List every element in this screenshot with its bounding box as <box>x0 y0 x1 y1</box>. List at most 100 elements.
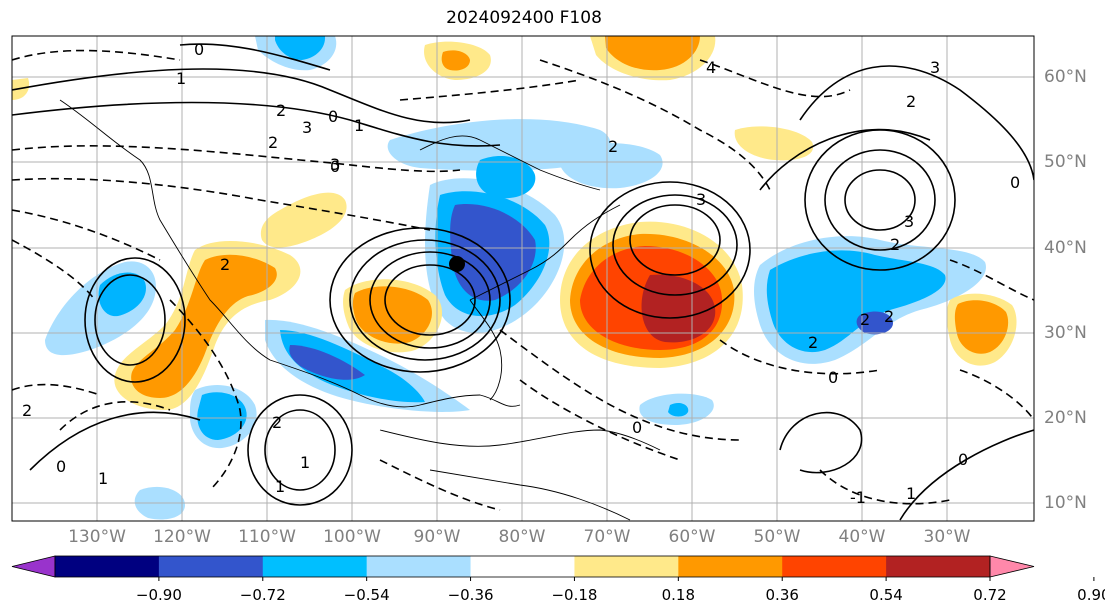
contour-label: 2 <box>884 307 894 326</box>
contour-label: 1 <box>98 469 108 488</box>
colorbar-tick-label: 0.72 <box>973 586 1007 604</box>
contour-label: 1 <box>354 116 364 135</box>
latitude-label: 60°N <box>1044 67 1087 87</box>
colorbar-tick-label: −0.54 <box>343 586 390 604</box>
contour-label: 0 <box>330 157 340 176</box>
longitude-label: 90°W <box>413 527 461 547</box>
positive-anomaly-greenland-core <box>605 36 700 71</box>
colorbar-frame <box>54 555 991 578</box>
zonal-contours <box>12 43 1034 521</box>
contour-label: 0 <box>958 450 968 469</box>
longitude-label: 50°W <box>753 527 801 547</box>
colorbar-tick-label: 0.54 <box>869 586 903 604</box>
positive-anomaly-baffin-core <box>441 50 470 71</box>
contour-label: 0 <box>828 368 838 387</box>
coastlines <box>59 99 661 521</box>
longitude-label: 70°W <box>583 527 631 547</box>
positive-anomaly-central-us <box>260 192 347 248</box>
latitude-label: 10°N <box>1044 493 1087 513</box>
atlantic-high-contours <box>589 181 751 319</box>
contour-label: 2 <box>22 401 32 420</box>
contour-label: 4 <box>706 58 716 77</box>
contour-label: 2 <box>808 333 818 352</box>
colorbar <box>11 555 1095 581</box>
contour-label: 2 <box>220 255 230 274</box>
pacific-contours <box>84 257 353 506</box>
contour-label: 2 <box>272 413 282 432</box>
contour-label: 1 <box>275 477 285 496</box>
contour-label: 3 <box>330 155 340 174</box>
latitude-label: 40°N <box>1044 238 1087 258</box>
contour-label: 3 <box>302 118 312 137</box>
colorbar-segment <box>55 556 160 577</box>
negative-anomaly-mid-atlantic-max <box>856 311 893 335</box>
negative-anomaly-gulf-max <box>289 345 365 380</box>
contour-label: 0 <box>328 107 338 126</box>
contour-label: 2 <box>890 235 900 254</box>
colorbar-tick-label: 0.36 <box>765 586 799 604</box>
colorbar-segment <box>886 556 991 577</box>
colorbar-extend-high <box>989 555 1035 578</box>
colorbar-tick-label: 0.90 <box>1077 586 1105 604</box>
contour-label: 3 <box>930 58 940 77</box>
negative-anomaly-caribbean-core <box>668 402 689 417</box>
positive-anomaly-east-atlantic-core <box>954 300 1009 354</box>
contour-label: -1 <box>850 488 866 507</box>
contour-label: 2 <box>906 92 916 111</box>
contour-label: 2 <box>608 137 618 156</box>
colorbar-segment <box>262 556 368 577</box>
longitude-label: 110°W <box>238 527 296 547</box>
contour-label: 1 <box>176 69 186 88</box>
colorbar-segment <box>574 556 679 577</box>
colorbar-segment <box>782 556 887 577</box>
low-center-contours <box>329 227 511 373</box>
contour-label: 0 <box>56 457 66 476</box>
colorbar-segment <box>366 556 472 577</box>
north-atlantic-contours <box>804 129 956 271</box>
colorbar-tick-label: −0.90 <box>135 586 182 604</box>
negative-anomaly-eastus-max <box>450 204 536 301</box>
positive-anomaly-mexico-core <box>131 254 277 398</box>
longitude-label: 40°W <box>838 527 886 547</box>
negative-anomaly-mid-atlantic-core <box>766 250 946 353</box>
negative-anomaly-south-pacific-core <box>197 392 247 440</box>
negative-anomaly-quebec <box>476 155 536 199</box>
negative-anomaly-labrador <box>560 143 663 189</box>
colorbar-segment <box>158 556 264 577</box>
contour-label: 1 <box>906 484 916 503</box>
latitude-label: 50°N <box>1044 152 1087 172</box>
longitude-label: 30°W <box>923 527 971 547</box>
longitude-label: 60°W <box>668 527 716 547</box>
contour-label: 0 <box>632 418 642 437</box>
colorbar-tick-label: −0.18 <box>551 586 598 604</box>
colorbar-tick-label: 0.18 <box>661 586 696 604</box>
contour-lines <box>12 43 1034 521</box>
shaded-anomaly-fields <box>12 36 1017 520</box>
colorbar-tick-label: −0.36 <box>447 586 494 604</box>
colorbar-tick-label: −0.72 <box>239 586 286 604</box>
contour-label: 2 <box>860 310 870 329</box>
contour-label: 2 <box>276 101 286 120</box>
longitude-label: 130°W <box>68 527 126 547</box>
longitude-label: 100°W <box>323 527 381 547</box>
positive-anomaly-north-atlantic <box>734 126 814 161</box>
contour-label: 2 <box>268 133 278 152</box>
colorbar-extend-low <box>11 555 56 578</box>
longitude-label: 80°W <box>498 527 546 547</box>
contour-label: 0 <box>194 40 204 59</box>
storm-center-marker <box>449 256 465 272</box>
colorbar-segment <box>678 556 783 577</box>
colorbar-segment <box>470 556 575 577</box>
longitude-label: 120°W <box>153 527 211 547</box>
map-frame <box>11 35 1035 522</box>
contour-label: 0 <box>1010 173 1020 192</box>
chart-title: 2024092400 F108 <box>446 8 602 28</box>
contour-label: 3 <box>696 190 706 209</box>
contour-label: 1 <box>300 453 310 472</box>
negative-anomaly-canada-north-core <box>275 36 326 60</box>
positive-anomaly-gulf-low-core <box>352 286 432 344</box>
latitude-label: 30°N <box>1044 323 1087 343</box>
latitude-label: 20°N <box>1044 408 1087 428</box>
